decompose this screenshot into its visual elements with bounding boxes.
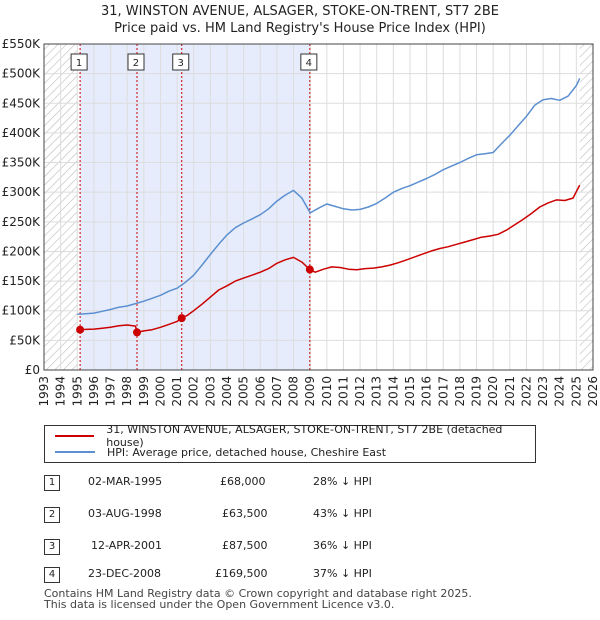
x-tick-label: 2025 — [569, 376, 583, 407]
x-tick-label: 2011 — [336, 376, 350, 407]
legend: 31, WINSTON AVENUE, ALSAGER, STOKE-ON-TR… — [44, 423, 536, 463]
x-tick-label: 2022 — [519, 376, 533, 407]
legend-label-hpi: HPI: Average price, detached house, Ches… — [107, 445, 387, 459]
x-tick-label: 2008 — [287, 376, 301, 407]
transaction-hpi-diff: 43% ↓ HPI — [313, 507, 372, 520]
footer-copyright: Contains HM Land Registry data © Crown c… — [44, 587, 472, 600]
x-tick-label: 2015 — [403, 376, 417, 407]
x-tick-label: 1995 — [70, 376, 84, 407]
transaction-date: 12-APR-2001 — [91, 539, 163, 552]
x-tick-label: 2009 — [303, 376, 317, 407]
shaded-ownership-period — [80, 44, 310, 370]
hatched-region-end — [579, 44, 593, 370]
x-tick-label: 2020 — [486, 376, 500, 407]
x-tick-label: 2014 — [386, 376, 400, 407]
x-tick-label: 2023 — [536, 376, 550, 407]
x-tick-label: 1996 — [87, 376, 101, 407]
transaction-hpi-diff: 36% ↓ HPI — [313, 539, 372, 552]
x-tick-label: 2010 — [320, 376, 334, 407]
x-tick-label: 2001 — [170, 376, 184, 407]
x-tick-label: 2016 — [420, 376, 434, 407]
marker-label-2: 2 — [133, 58, 139, 69]
transaction-marker-box: 1 — [44, 475, 60, 491]
x-tick-label: 2018 — [453, 376, 467, 407]
chart-title: 31, WINSTON AVENUE, ALSAGER, STOKE-ON-TR… — [100, 4, 500, 19]
marker-label-1: 1 — [76, 58, 82, 69]
marker-box-3 — [172, 53, 190, 71]
transaction-marker-box: 3 — [44, 539, 60, 555]
y-tick-label: £300K — [2, 185, 42, 199]
y-tick-label: £0 — [25, 363, 40, 377]
hpi-series-line — [77, 78, 581, 316]
x-tick-label: 2012 — [353, 376, 367, 407]
footer-licence: This data is licensed under the Open Gov… — [44, 598, 395, 611]
marker-box-1 — [70, 53, 88, 71]
sale-point-2 — [132, 328, 141, 337]
y-tick-label: £450K — [2, 96, 42, 110]
y-tick-label: £400K — [2, 126, 42, 140]
transaction-price: £169,500 — [215, 567, 268, 580]
x-tick-label: 1997 — [104, 376, 118, 407]
marker-box-4 — [300, 53, 318, 71]
y-tick-label: £50K — [9, 333, 41, 347]
x-tick-label: 2003 — [203, 376, 217, 407]
y-tick-label: £500K — [2, 67, 42, 81]
x-tick-label: 2006 — [253, 376, 267, 407]
transaction-hpi-diff: 37% ↓ HPI — [313, 567, 372, 580]
transaction-date: 02-MAR-1995 — [88, 475, 163, 488]
y-tick-label: £200K — [2, 244, 42, 258]
x-tick-label: 2021 — [503, 376, 517, 407]
x-tick-label: 2002 — [187, 376, 201, 407]
y-tick-label: £100K — [2, 304, 42, 318]
x-tick-label: 2013 — [370, 376, 384, 407]
sale-point-1 — [76, 325, 85, 334]
marker-label-4: 4 — [306, 58, 312, 69]
x-tick-label: 2004 — [220, 376, 234, 407]
plot-frame — [43, 43, 594, 371]
x-tick-label: 2007 — [270, 376, 284, 407]
marker-box-2 — [127, 53, 145, 71]
legend-item-property: 31, WINSTON AVENUE, ALSAGER, STOKE-ON-TR… — [45, 423, 535, 449]
x-tick-label: 2019 — [470, 376, 484, 407]
y-tick-label: £250K — [2, 215, 42, 229]
x-tick-label: 1998 — [120, 376, 134, 407]
price-chart: £0 £50K £100K £150K £200K £250K £300K £350K £400… — [2, 37, 600, 407]
legend-label-property: 31, WINSTON AVENUE, ALSAGER, STOKE-ON-TR… — [106, 423, 503, 449]
transaction-marker-box: 2 — [44, 507, 60, 523]
transaction-price: £63,500 — [222, 507, 268, 520]
x-tick-label: 2026 — [586, 376, 600, 407]
footer: Contains HM Land Registry data © Crown c… — [44, 588, 472, 610]
sale-point-3 — [177, 314, 186, 323]
transaction-marker-box: 4 — [44, 567, 60, 583]
transaction-hpi-diff: 28% ↓ HPI — [313, 475, 372, 488]
legend-red-line — [55, 435, 95, 437]
y-tick-label: £150K — [2, 274, 42, 288]
property-series-line — [80, 184, 581, 334]
x-tick-label: 1993 — [37, 376, 51, 407]
legend-item-hpi: HPI: Average price, detached house, Ches… — [45, 444, 386, 460]
x-tick-label: 2005 — [237, 376, 251, 407]
legend-blue-line — [55, 451, 95, 453]
transaction-date: 23-DEC-2008 — [88, 567, 162, 580]
transaction-date: 03-AUG-1998 — [88, 507, 162, 520]
sale-point-4 — [305, 265, 314, 274]
transaction-price: £68,000 — [220, 475, 266, 488]
marker-label-3: 3 — [178, 58, 184, 69]
x-tick-label: 2017 — [436, 376, 450, 407]
x-tick-label: 1999 — [137, 376, 151, 407]
y-tick-label: £350K — [2, 156, 42, 170]
y-tick-label: £550K — [2, 37, 42, 51]
chart-subtitle: Price paid vs. HM Land Registry's House … — [114, 21, 486, 36]
x-tick-label: 2000 — [153, 376, 167, 407]
x-tick-label: 1994 — [54, 376, 68, 407]
x-tick-label: 2024 — [553, 376, 567, 407]
transaction-price: £87,500 — [222, 539, 268, 552]
